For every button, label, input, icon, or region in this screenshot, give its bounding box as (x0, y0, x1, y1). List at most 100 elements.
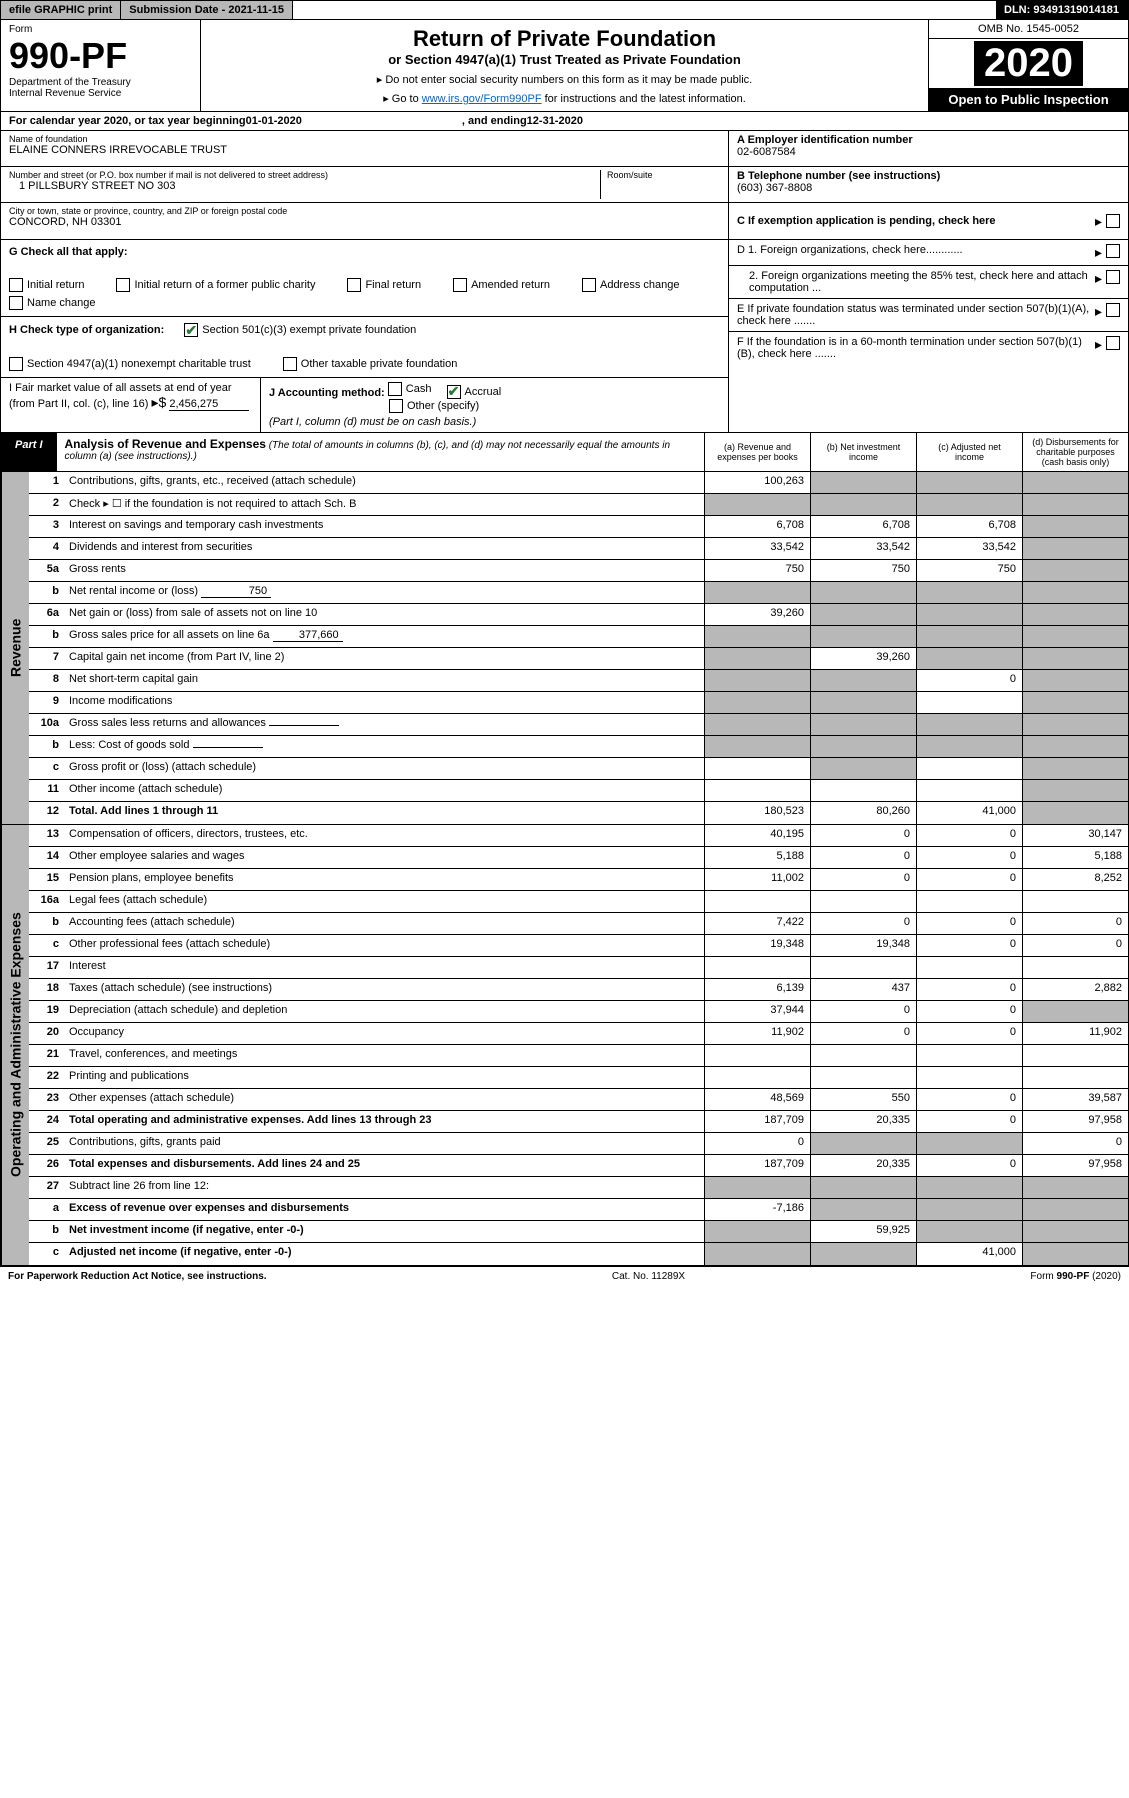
cell (1022, 736, 1128, 757)
cell (1022, 626, 1128, 647)
line-desc: Legal fees (attach schedule) (63, 891, 704, 912)
chk-amended[interactable]: Amended return (453, 278, 550, 292)
f-row: F If the foundation is in a 60-month ter… (729, 332, 1128, 364)
cell: 0 (916, 847, 1022, 868)
cell (810, 1045, 916, 1066)
cell (810, 582, 916, 603)
table-row: 7Capital gain net income (from Part IV, … (29, 648, 1128, 670)
line-num: 18 (29, 979, 63, 1000)
chk-other-tax[interactable]: Other taxable private foundation (283, 357, 458, 371)
chk-4947[interactable]: Section 4947(a)(1) nonexempt charitable … (9, 357, 251, 371)
table-row: cGross profit or (loss) (attach schedule… (29, 758, 1128, 780)
chk-accrual[interactable]: Accrual (447, 385, 502, 399)
col-d: (d) Disbursements for charitable purpose… (1022, 433, 1128, 471)
cell: 39,260 (704, 604, 810, 625)
irs-label: Internal Revenue Service (9, 88, 192, 99)
line-desc: Capital gain net income (from Part IV, l… (63, 648, 704, 669)
city-row: City or town, state or province, country… (1, 203, 728, 239)
cell (704, 1045, 810, 1066)
line-desc: Other income (attach schedule) (63, 780, 704, 801)
revenue-table: Revenue 1Contributions, gifts, grants, e… (0, 472, 1129, 825)
chk-other-method[interactable]: Other (specify) (389, 399, 479, 413)
cell (1022, 1045, 1128, 1066)
cell (1022, 957, 1128, 978)
cell (810, 1067, 916, 1088)
table-row: bGross sales price for all assets on lin… (29, 626, 1128, 648)
cell (916, 626, 1022, 647)
cell (704, 891, 810, 912)
cell: 0 (916, 670, 1022, 691)
j-section: J Accounting method: Cash Accrual Other … (261, 378, 728, 432)
line-num: 16a (29, 891, 63, 912)
line-num: 19 (29, 1001, 63, 1022)
table-row: 27Subtract line 26 from line 12: (29, 1177, 1128, 1199)
cell (1022, 560, 1128, 581)
chk-addr-change[interactable]: Address change (582, 278, 680, 292)
chk-cash[interactable]: Cash (388, 382, 432, 396)
cell (704, 780, 810, 801)
chk-final[interactable]: Final return (347, 278, 421, 292)
line-num: 6a (29, 604, 63, 625)
cell (1022, 891, 1128, 912)
cell (810, 1177, 916, 1198)
line-num: 24 (29, 1111, 63, 1132)
cell: 39,260 (810, 648, 916, 669)
form-header: Form 990-PF Department of the Treasury I… (0, 20, 1129, 112)
cell (810, 780, 916, 801)
cell: 20,335 (810, 1155, 916, 1176)
cell: 0 (916, 913, 1022, 934)
table-row: 18Taxes (attach schedule) (see instructi… (29, 979, 1128, 1001)
cell: 187,709 (704, 1155, 810, 1176)
line-desc: Compensation of officers, directors, tru… (63, 825, 704, 846)
cell (810, 891, 916, 912)
footer-mid: Cat. No. 11289X (612, 1271, 685, 1282)
line-desc: Less: Cost of goods sold (63, 736, 704, 757)
year-wrap: 2020 (929, 39, 1128, 88)
cell: -7,186 (704, 1199, 810, 1220)
table-row: 14Other employee salaries and wages5,188… (29, 847, 1128, 869)
info-right: A Employer identification number 02-6087… (728, 131, 1128, 239)
cell (1022, 1067, 1128, 1088)
checkbox-d1[interactable] (1106, 244, 1120, 258)
c-row: C If exemption application is pending, c… (729, 203, 1128, 239)
cell (704, 582, 810, 603)
table-row: 19Depreciation (attach schedule) and dep… (29, 1001, 1128, 1023)
chk-initial[interactable]: Initial return (9, 278, 84, 292)
line-num: c (29, 935, 63, 956)
line-desc: Interest on savings and temporary cash i… (63, 516, 704, 537)
cell: 19,348 (704, 935, 810, 956)
cell (916, 1067, 1022, 1088)
checkbox-f[interactable] (1106, 336, 1120, 350)
cell: 97,958 (1022, 1155, 1128, 1176)
chk-name-change[interactable]: Name change (9, 296, 96, 310)
line-desc: Printing and publications (63, 1067, 704, 1088)
cell (916, 692, 1022, 713)
chk-initial-former[interactable]: Initial return of a former public charit… (116, 278, 315, 292)
form-left: Form 990-PF Department of the Treasury I… (1, 20, 201, 111)
checkbox-d2[interactable] (1106, 270, 1120, 284)
cell: 48,569 (704, 1089, 810, 1110)
tax-year: 2020 (974, 41, 1083, 86)
checkbox-e[interactable] (1106, 303, 1120, 317)
line-num: b (29, 1221, 63, 1242)
line-num: 3 (29, 516, 63, 537)
line-desc: Excess of revenue over expenses and disb… (63, 1199, 704, 1220)
cell: 20,335 (810, 1111, 916, 1132)
irs-link[interactable]: www.irs.gov/Form990PF (422, 93, 542, 105)
cell (916, 758, 1022, 779)
table-row: 22Printing and publications (29, 1067, 1128, 1089)
g-section: G Check all that apply: Initial return I… (0, 240, 729, 317)
checkbox-c[interactable] (1106, 214, 1120, 228)
table-row: bAccounting fees (attach schedule)7,4220… (29, 913, 1128, 935)
cell: 0 (916, 1023, 1022, 1044)
arrow-icon: ▸ (1095, 336, 1102, 360)
dept-label: Department of the Treasury (9, 77, 192, 88)
e-row: E If private foundation status was termi… (729, 299, 1128, 332)
cell (1022, 1243, 1128, 1265)
table-row: 11Other income (attach schedule) (29, 780, 1128, 802)
table-row: 13Compensation of officers, directors, t… (29, 825, 1128, 847)
chk-501c3[interactable]: Section 501(c)(3) exempt private foundat… (184, 323, 416, 337)
cell: 11,902 (1022, 1023, 1128, 1044)
cell (810, 692, 916, 713)
line-desc: Total. Add lines 1 through 11 (63, 802, 704, 824)
